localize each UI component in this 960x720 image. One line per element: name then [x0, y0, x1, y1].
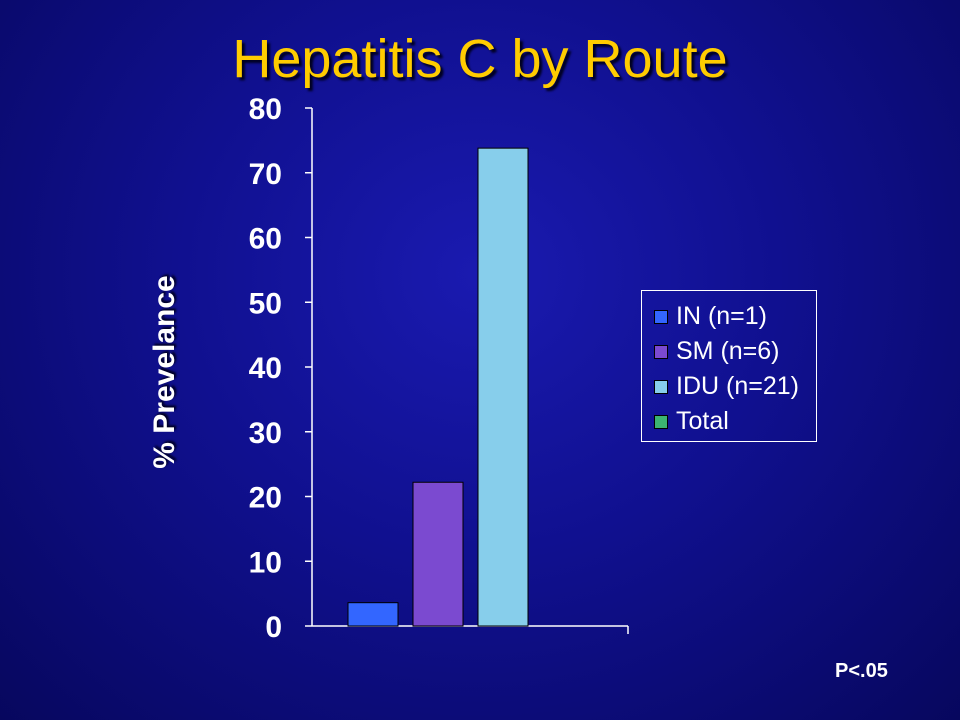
- y-tick-label: 10: [249, 546, 282, 579]
- y-tick-label: 70: [249, 158, 282, 191]
- p-value-annotation: P<.05: [835, 660, 888, 682]
- legend-item-total: Total: [654, 404, 816, 439]
- bar-sm: [412, 481, 464, 627]
- legend-item-idu: IDU (n=21): [654, 369, 816, 404]
- bar-idu: [477, 147, 529, 627]
- legend-swatch-idu: [654, 379, 668, 394]
- bars-group: [347, 147, 529, 627]
- legend-swatch-sm: [654, 344, 668, 359]
- legend-label-total: Total: [676, 407, 729, 435]
- y-tick-label: 60: [249, 223, 282, 256]
- legend-label-in: IN (n=1): [676, 302, 768, 330]
- chart-legend: IN (n=1) SM (n=6) IDU (n=21) Total: [641, 290, 817, 442]
- legend-item-in: IN (n=1): [654, 299, 816, 334]
- y-tick-label: 0: [265, 611, 282, 644]
- y-axis-ticks: 0 10 20 30 40 50 60 70 80: [249, 93, 629, 644]
- y-tick-label: 80: [249, 93, 282, 126]
- slide-title: Hepatitis C by Route: [232, 29, 728, 89]
- bar-in: [347, 602, 399, 627]
- y-tick-label: 30: [249, 417, 282, 450]
- legend-swatch-in: [654, 309, 668, 324]
- legend-label-idu: IDU (n=21): [676, 372, 799, 400]
- legend-swatch-total: [654, 414, 668, 429]
- legend-item-sm: SM (n=6): [654, 334, 816, 369]
- y-tick-label: 50: [249, 287, 282, 320]
- y-tick-label: 20: [249, 482, 282, 515]
- legend-label-sm: SM (n=6): [676, 337, 780, 365]
- y-tick-label: 40: [249, 352, 282, 385]
